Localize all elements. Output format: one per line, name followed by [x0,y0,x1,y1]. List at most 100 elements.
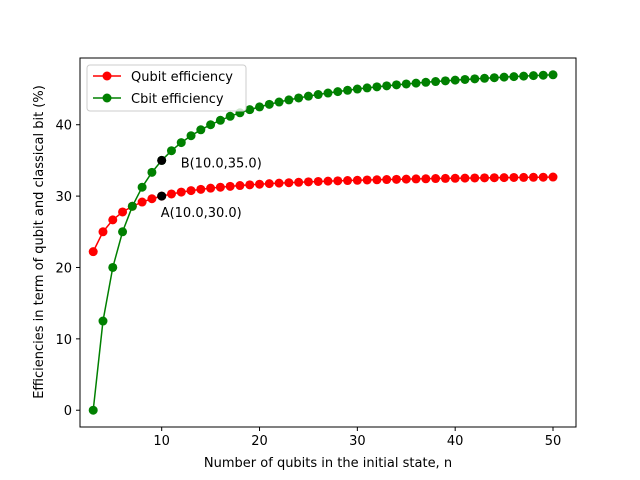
x-tick-label: 10 [153,434,170,449]
y-tick-label: 10 [55,333,72,348]
data-point-qubit [294,177,304,187]
legend-label-qubit: Qubit efficiency [131,70,233,85]
data-point-cbit [450,75,460,85]
data-point-cbit [196,125,206,135]
data-point-cbit [255,102,265,112]
data-point-cbit [362,83,372,93]
y-tick-label: 40 [55,119,72,134]
legend: Qubit efficiency Cbit efficiency [86,64,247,112]
data-point-qubit [303,177,313,187]
data-point-qubit [421,174,431,184]
data-point-qubit [88,247,98,257]
data-point-qubit [509,172,519,182]
data-point-cbit [431,77,441,87]
data-point-qubit [460,173,470,183]
data-point-cbit [186,131,196,141]
data-point-cbit [391,80,401,90]
data-point-cbit [108,262,118,272]
x-tick-label: 50 [545,434,562,449]
data-point-qubit [450,173,460,183]
data-point-qubit [391,174,401,184]
y-tick-label: 0 [64,404,72,419]
data-point-cbit [528,71,538,81]
data-point-cbit [313,90,323,100]
y-axis-label: Efficiencies in term of qubit and classi… [32,85,47,399]
data-point-qubit [206,183,216,193]
data-point-qubit [196,184,206,194]
data-point-cbit [245,105,255,115]
data-point-cbit [372,82,382,92]
x-tick-label: 40 [447,434,464,449]
data-point-qubit [352,175,362,185]
data-point-qubit [440,173,450,183]
data-point-cbit [294,93,304,103]
data-point-qubit [362,175,372,185]
data-point-qubit [147,194,157,204]
data-point-qubit [401,174,411,184]
data-point-cbit [166,146,176,156]
annotation-point-0 [157,191,167,201]
annotation-point-1 [157,155,167,165]
data-point-cbit [401,79,411,89]
data-point-qubit [431,174,441,184]
data-point-qubit [118,207,128,217]
data-point-cbit [303,91,313,101]
data-point-cbit [118,227,128,237]
legend-label-cbit: Cbit efficiency [131,92,224,107]
data-point-cbit [421,77,431,87]
data-point-cbit [343,85,353,95]
data-point-qubit [538,172,548,182]
y-tick-label: 20 [55,261,72,276]
data-point-cbit [264,99,274,109]
data-point-qubit [284,178,294,188]
data-point-cbit [509,72,519,82]
data-point-cbit [206,120,216,130]
data-point-qubit [343,176,353,186]
annotation-label-1: B(10.0,35.0) [181,156,262,171]
x-tick-label: 30 [349,434,366,449]
data-point-cbit [480,73,490,83]
data-point-qubit [108,215,118,225]
data-point-qubit [166,189,176,199]
data-point-cbit [460,74,470,84]
data-point-qubit [186,186,196,196]
data-point-qubit [176,187,186,197]
data-point-cbit [323,88,333,98]
data-point-qubit [519,172,529,182]
x-axis-label: Number of qubits in the initial state, n [204,456,452,471]
data-point-qubit [548,172,558,182]
data-point-qubit [480,173,490,183]
data-point-qubit [215,182,225,192]
data-point-qubit [274,178,284,188]
data-point-qubit [98,227,108,237]
data-point-cbit [274,97,284,107]
x-tick-label: 20 [251,434,268,449]
data-point-qubit [225,181,235,191]
data-point-qubit [489,173,499,183]
data-point-cbit [489,73,499,83]
data-point-cbit [284,95,294,105]
data-point-qubit [411,174,421,184]
data-point-cbit [176,138,186,148]
data-point-cbit [538,70,548,80]
data-point-cbit [98,316,108,326]
data-point-cbit [333,87,343,97]
data-point-qubit [382,175,392,185]
data-point-qubit [264,179,274,189]
data-point-qubit [245,180,255,190]
data-point-cbit [88,405,98,415]
data-point-qubit [372,175,382,185]
data-point-cbit [352,84,362,94]
plot-background [80,58,576,427]
data-point-cbit [127,201,137,211]
data-point-cbit [215,115,225,125]
data-point-qubit [137,197,147,207]
data-point-cbit [225,111,235,121]
data-point-qubit [333,176,343,186]
legend-marker-cbit [102,93,112,103]
data-point-cbit [499,72,509,82]
data-point-cbit [470,74,480,84]
data-point-qubit [235,181,245,191]
data-point-qubit [470,173,480,183]
